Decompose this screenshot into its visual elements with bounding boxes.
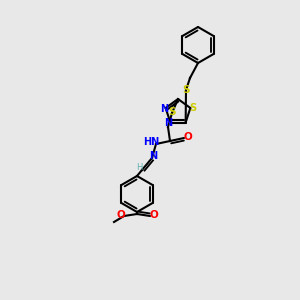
Text: HN: HN — [143, 137, 159, 147]
Text: H: H — [136, 163, 142, 172]
Text: N: N — [164, 118, 172, 128]
Text: S: S — [189, 103, 196, 113]
Text: O: O — [184, 132, 192, 142]
Text: O: O — [150, 210, 158, 220]
Text: N: N — [160, 104, 169, 114]
Text: O: O — [117, 210, 125, 220]
Text: S: S — [168, 107, 176, 117]
Text: N: N — [149, 151, 157, 161]
Text: S: S — [182, 85, 190, 95]
